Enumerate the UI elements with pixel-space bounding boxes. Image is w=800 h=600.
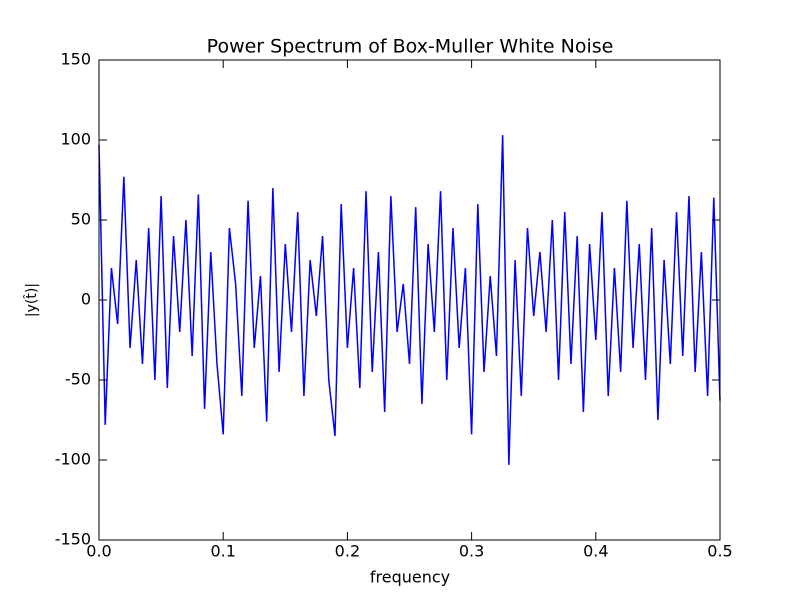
y-tick-label: -150 [55,530,91,549]
chart-title: Power Spectrum of Box-Muller White Noise [207,36,614,58]
x-tick-label: 0.3 [459,542,484,561]
y-tick-label: -50 [65,370,91,389]
data-line [98,135,721,465]
x-tick-label: 0.1 [210,542,235,561]
y-tick-label: -100 [55,450,91,469]
x-tick-label: 0.4 [583,542,608,561]
y-axis-label: |y(t̂)| [23,283,40,317]
x-tick-label: 0.0 [86,542,111,561]
x-tick-label: 0.2 [335,542,360,561]
x-tick-label: 0.5 [707,542,732,561]
y-tick-label: 100 [60,130,91,149]
y-tick-label: 50 [71,210,91,229]
y-tick-label: 0 [81,290,91,309]
y-tick-label: 150 [60,50,91,69]
x-axis-label: frequency [370,568,450,587]
